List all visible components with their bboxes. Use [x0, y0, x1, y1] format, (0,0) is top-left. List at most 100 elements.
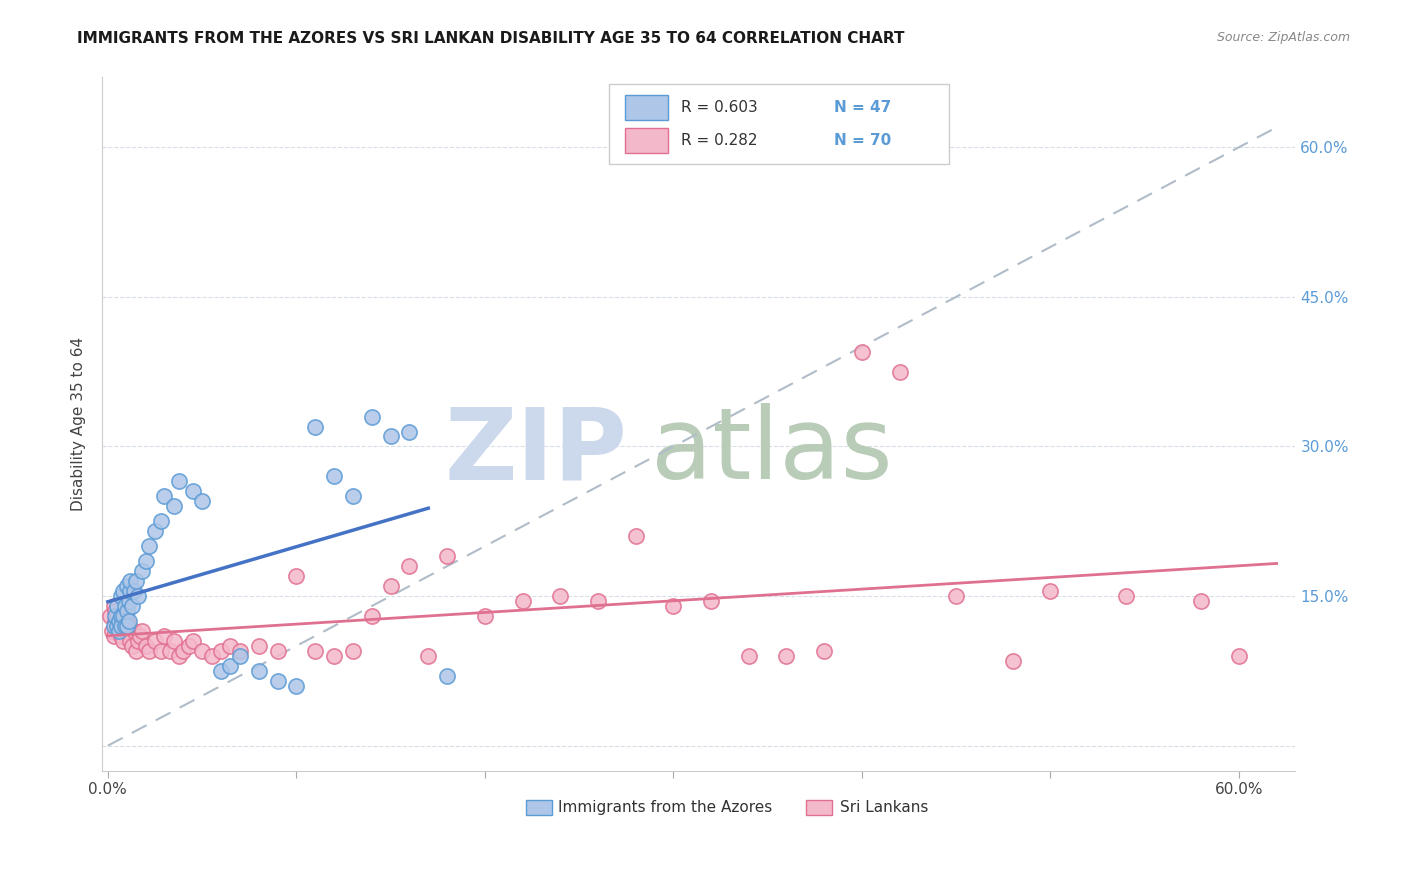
Text: N = 47: N = 47 [834, 100, 891, 115]
Point [115, 604, 138, 618]
Point [380, 579, 402, 593]
Text: ZIP: ZIP [444, 403, 627, 500]
Point [548, 589, 571, 603]
Point [153, 489, 176, 503]
Point [108, 614, 131, 628]
Point [398, 559, 420, 574]
Point [127, 589, 149, 603]
Point [103, 619, 125, 633]
Point [115, 579, 138, 593]
Point [121, 639, 143, 653]
Point [100, 624, 122, 638]
Point [181, 634, 204, 648]
Point [342, 489, 364, 503]
Point [114, 599, 136, 613]
Point [219, 639, 242, 653]
Point [114, 624, 136, 638]
Point [110, 589, 132, 603]
Point [108, 624, 131, 638]
FancyBboxPatch shape [624, 128, 668, 153]
FancyBboxPatch shape [806, 800, 832, 815]
Text: Sri Lankans: Sri Lankans [839, 800, 928, 814]
Point [342, 644, 364, 658]
Point [285, 679, 308, 693]
Point [398, 425, 420, 439]
Text: N = 70: N = 70 [834, 133, 891, 148]
Point [436, 549, 458, 564]
Point [105, 599, 128, 613]
Point [169, 475, 191, 489]
Point [285, 569, 308, 583]
Point [105, 619, 128, 633]
Point [103, 629, 125, 643]
Point [117, 594, 139, 608]
Point [219, 659, 242, 673]
Point [775, 648, 797, 663]
Point [512, 594, 534, 608]
Point [110, 629, 132, 643]
Point [104, 609, 127, 624]
Point [1001, 654, 1024, 668]
Point [122, 584, 145, 599]
Point [1039, 584, 1062, 599]
Point [105, 619, 128, 633]
Point [149, 644, 172, 658]
Point [418, 648, 440, 663]
Point [181, 484, 204, 499]
Point [138, 644, 160, 658]
Text: Immigrants from the Azores: Immigrants from the Azores [558, 800, 772, 814]
Point [247, 639, 270, 653]
Point [209, 664, 232, 678]
Point [304, 419, 326, 434]
Point [117, 619, 139, 633]
Point [143, 634, 166, 648]
Text: R = 0.282: R = 0.282 [681, 133, 758, 148]
Point [125, 644, 148, 658]
Point [110, 619, 132, 633]
Point [945, 589, 967, 603]
Point [120, 584, 142, 599]
Point [360, 609, 382, 624]
Point [209, 644, 232, 658]
Point [163, 500, 186, 514]
Point [108, 624, 131, 638]
Point [115, 624, 138, 638]
Point [191, 494, 214, 508]
Point [323, 648, 346, 663]
Point [121, 599, 143, 613]
Point [104, 604, 127, 618]
Point [125, 574, 148, 588]
Point [813, 644, 835, 658]
Point [436, 669, 458, 683]
Point [135, 639, 157, 653]
Point [360, 409, 382, 424]
Point [172, 644, 194, 658]
Point [111, 609, 134, 624]
Point [105, 609, 128, 624]
Point [131, 564, 153, 578]
Text: Source: ZipAtlas.com: Source: ZipAtlas.com [1216, 31, 1350, 45]
Point [129, 629, 152, 643]
Point [304, 644, 326, 658]
Point [110, 609, 132, 624]
Point [738, 648, 761, 663]
Point [143, 524, 166, 539]
Point [117, 614, 139, 628]
Text: IMMIGRANTS FROM THE AZORES VS SRI LANKAN DISABILITY AGE 35 TO 64 CORRELATION CHA: IMMIGRANTS FROM THE AZORES VS SRI LANKAN… [77, 31, 905, 46]
Point [851, 344, 873, 359]
Point [104, 614, 127, 628]
FancyBboxPatch shape [624, 95, 668, 120]
Point [111, 634, 134, 648]
Point [889, 365, 911, 379]
Point [138, 539, 160, 553]
FancyBboxPatch shape [609, 85, 949, 164]
Text: atlas: atlas [651, 403, 893, 500]
Point [247, 664, 270, 678]
Point [153, 629, 176, 643]
Point [1115, 589, 1137, 603]
Point [115, 614, 138, 628]
Y-axis label: Disability Age 35 to 64: Disability Age 35 to 64 [72, 337, 86, 511]
Point [1189, 594, 1212, 608]
Point [103, 599, 125, 613]
Point [191, 644, 214, 658]
